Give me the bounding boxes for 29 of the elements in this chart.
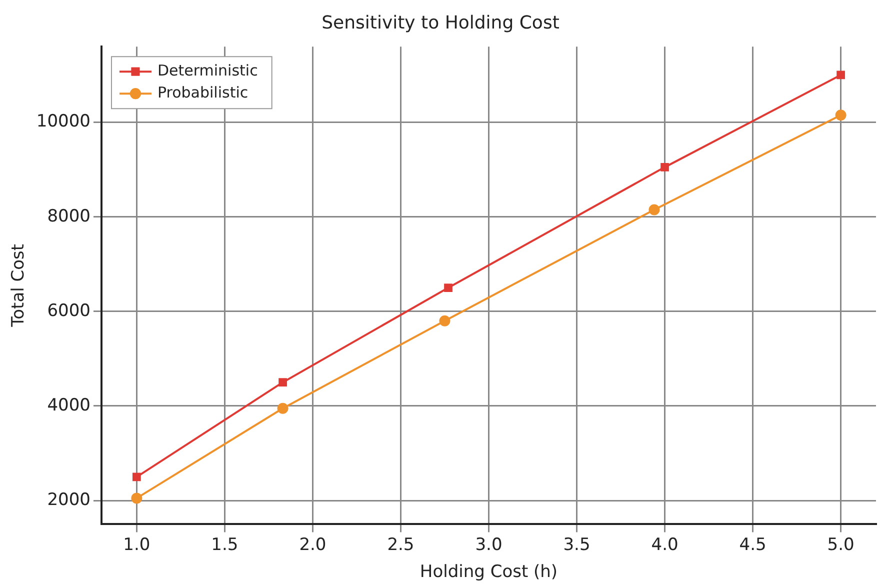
point	[131, 492, 142, 504]
legend-label: Probabilistic	[157, 83, 248, 102]
point	[444, 284, 452, 292]
x-tick-label: 2.5	[387, 534, 414, 555]
x-tick-label: 3.0	[475, 534, 502, 555]
x-tick-label: 2.0	[299, 534, 326, 555]
point	[132, 472, 141, 482]
y-tick-label: 4000	[47, 395, 90, 416]
y-axis-title: Total Cost	[8, 244, 29, 328]
x-tick-label: 4.5	[739, 534, 766, 555]
point	[648, 204, 660, 216]
y-tick-label: 8000	[47, 206, 90, 226]
point	[277, 402, 288, 414]
chart-title: Sensitivity to Holding Cost	[322, 12, 560, 34]
x-axis-title: Holding Cost (h)	[420, 562, 558, 582]
x-tick-label: 1.5	[211, 534, 238, 555]
point	[660, 163, 669, 172]
point	[835, 110, 846, 121]
x-tick-label: 5.0	[827, 534, 854, 555]
legend-label: Deterministic	[157, 61, 258, 80]
point	[836, 70, 845, 80]
y-tick-label: 2000	[47, 490, 90, 510]
x-tick-label: 4.0	[651, 534, 678, 555]
y-tick-label: 6000	[47, 300, 90, 321]
point	[278, 378, 287, 387]
x-tick-label: 1.0	[123, 534, 150, 555]
y-tick-label: 10000	[36, 112, 90, 132]
point	[439, 315, 450, 326]
x-tick-label: 3.5	[563, 534, 590, 555]
